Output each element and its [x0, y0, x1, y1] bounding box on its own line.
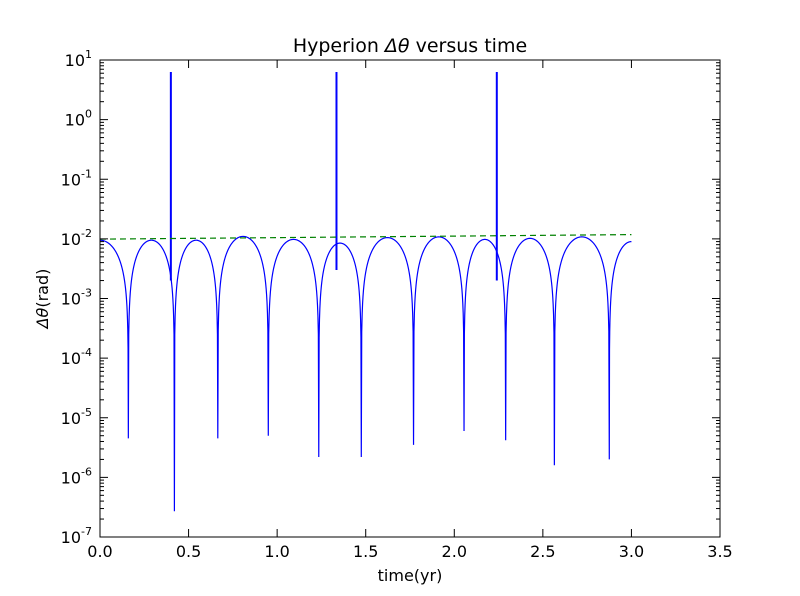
x-tick-label: 1.0	[264, 542, 289, 561]
y-tick-label: 10-4	[61, 346, 92, 368]
ticks-layer: 0.0 0.5 1.0 1.5 2.0 2.5 3.0 3.5 10-7 10-6 10-5 10-4…	[61, 48, 733, 561]
x-tick-label: 0.5	[176, 542, 201, 561]
plot-frame	[99, 59, 721, 538]
x-tick-label: 1.5	[353, 542, 378, 561]
y-axis-label: Δθ(rad)	[33, 269, 52, 331]
y-tick-label: 10-3	[61, 287, 92, 309]
x-tick-label: 3.0	[619, 542, 644, 561]
x-axis-label: time(yr)	[378, 566, 443, 585]
title-prefix: Hyperion	[293, 35, 385, 57]
title-suffix: versus time	[410, 35, 528, 57]
y-tick-label: 10-5	[61, 406, 92, 428]
y-axis-label-symbol: Δθ	[33, 307, 52, 330]
y-tick-label: 10-6	[61, 465, 92, 487]
x-tick-label: 0.0	[87, 542, 112, 561]
series-layer	[99, 71, 632, 512]
y-tick-label: 10-7	[61, 525, 92, 547]
x-tick-label: 3.5	[707, 542, 732, 561]
reference-dashed-line	[99, 233, 632, 240]
title-symbol: Δθ	[383, 35, 410, 57]
chart-title: Hyperion Δθ versus time	[293, 35, 527, 57]
y-tick-label: 10-1	[61, 167, 92, 189]
delta-theta-series-line	[100, 235, 632, 512]
y-axis-label-unit: (rad)	[33, 269, 52, 308]
y-tick-label: 10-2	[61, 227, 92, 249]
y-tick-label: 101	[65, 48, 92, 70]
y-tick-label: 100	[65, 108, 92, 130]
x-tick-label: 2.5	[530, 542, 555, 561]
x-tick-label: 2.0	[442, 542, 467, 561]
